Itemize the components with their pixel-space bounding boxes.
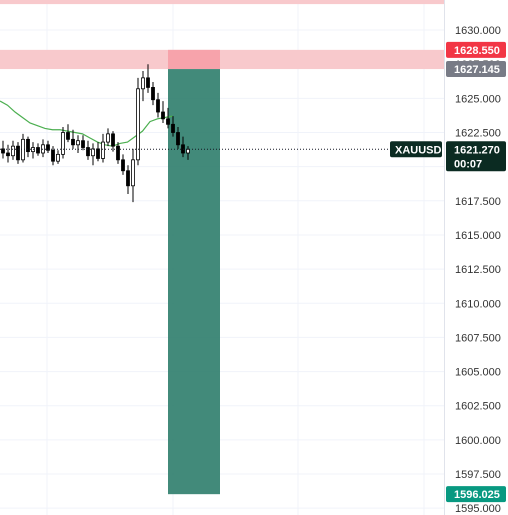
y-tick-label: 1615.000 [455,230,501,242]
candle [92,143,95,165]
candle-body-down [147,78,150,88]
candle-body-down [72,139,75,144]
stop-loss-zone [168,50,220,69]
candle-body-down [87,148,90,156]
candle-body-up [57,154,60,161]
candle-body-down [37,148,40,153]
y-tick-label: 1612.500 [455,264,501,276]
y-tick-label: 1622.500 [455,128,501,140]
symbol-tag-text: XAUUSD [395,144,442,156]
candle-body-up [142,78,145,89]
candle-body-down [52,150,55,161]
candle-body-down [167,119,170,124]
candle [42,139,45,157]
candle-body-down [177,133,180,145]
candle [132,149,135,202]
candle [67,124,70,142]
y-tick-label: 1602.500 [455,401,501,413]
y-tick-label: 1630.000 [455,25,501,37]
candle [27,137,30,157]
y-tick-label: 1600.000 [455,435,501,447]
candle-body-down [17,146,20,160]
candle [57,150,60,164]
candle [32,142,35,158]
candle [87,141,90,160]
candle [162,101,165,123]
candle [17,142,20,164]
candle [122,154,125,174]
candle [22,134,25,163]
candles [2,64,190,202]
candle-body-down [127,171,130,186]
top-band-zone [0,0,444,4]
candle-body-down [82,141,85,148]
candle-body-up [187,149,190,153]
moving-average-line [0,101,173,146]
candle-body-down [112,134,115,146]
candle-body-down [117,146,120,160]
candle-body-up [132,160,135,186]
candle-body-down [157,100,160,112]
candle-body-up [12,146,15,156]
target-price-tag-text: 1596.025 [454,489,500,501]
stop-band-zone [0,50,444,69]
candle-body-down [172,124,175,132]
price-axis[interactable]: 1595.000 1597.500 1600.000 1602.500 1605.000… [445,0,501,515]
candle-body-down [97,149,100,159]
candle [117,142,120,164]
last-price-tag-countdown: 00:07 [454,158,482,170]
y-tick-label: 1625.000 [455,93,501,105]
candle [142,71,145,101]
candle-body-down [152,87,155,99]
candle-body-down [162,112,165,119]
candle [127,165,130,194]
candle-body-up [77,141,80,145]
candle-body-down [67,133,70,140]
candle-body-up [62,133,65,155]
y-tick-label: 1607.500 [455,332,501,344]
candle [157,93,160,118]
position-zones [0,0,444,494]
y-tick-label: 1617.500 [455,196,501,208]
candle [102,134,105,163]
candle-body-down [7,153,10,156]
candle-body-up [92,149,95,156]
candle-body-down [122,160,125,171]
candle [77,135,80,153]
candle-body-up [107,134,110,142]
y-tick-label: 1595.000 [455,503,501,515]
candle-body-up [102,142,105,158]
y-tick-label: 1610.000 [455,298,501,310]
candle [152,82,155,105]
candle [137,78,140,165]
entry-price-tag-text: 1627.145 [454,64,500,76]
candle [12,141,15,160]
candle [62,127,65,158]
stop-price-tag-text: 1628.550 [454,45,500,57]
candle [112,131,115,151]
candle [82,135,85,150]
moving-average-path [0,101,173,146]
take-profit-zone [168,69,220,494]
grid [0,0,444,515]
y-tick-label: 1605.000 [455,367,501,379]
last-price-tag-text: 1621.270 [454,144,500,156]
candle [7,145,10,163]
candle [97,142,100,161]
y-tick-label: 1597.500 [455,469,501,481]
candle [107,128,110,146]
